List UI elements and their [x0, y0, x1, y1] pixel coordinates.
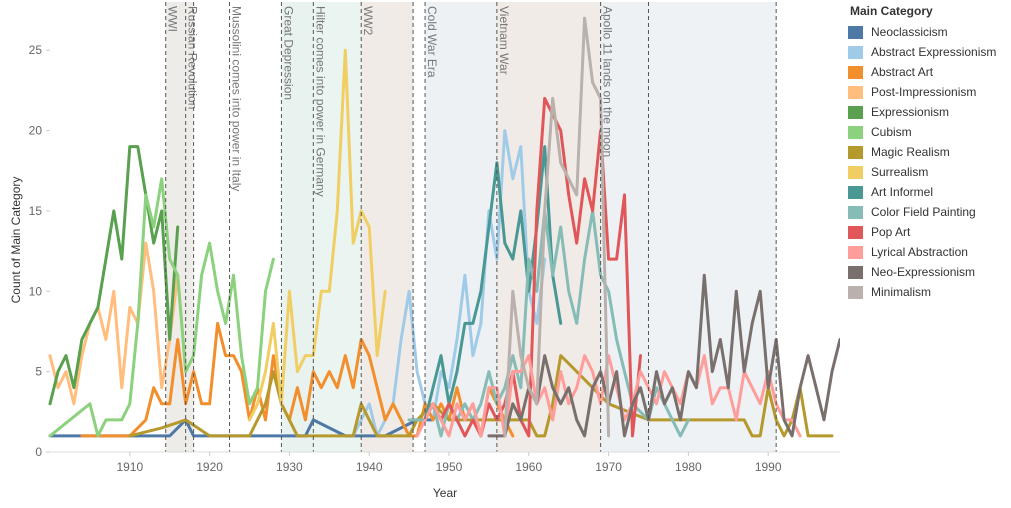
legend-item[interactable]: Abstract Art — [848, 62, 1008, 82]
legend-label: Abstract Expressionism — [871, 45, 997, 59]
legend-label: Color Field Painting — [871, 205, 976, 219]
legend-item[interactable]: Neoclassicism — [848, 22, 1008, 42]
legend-swatch — [848, 225, 863, 239]
x-tick-label: 1990 — [755, 460, 782, 474]
period-band — [648, 2, 777, 452]
period-band — [165, 2, 194, 452]
legend-label: Magic Realism — [871, 145, 950, 159]
series-line-expressionism — [48, 145, 180, 406]
x-axis-title: Year — [433, 486, 457, 500]
legend-item[interactable]: Minimalism — [848, 282, 1008, 302]
legend-swatch — [848, 145, 863, 159]
series-line-minimalism — [503, 16, 611, 438]
legend: Main Category Neoclassicism Abstract Expr… — [848, 4, 1008, 302]
series-line-neo-expressionism — [487, 273, 840, 438]
line-chart: WWI Russian Revolution Mussolini comes int… — [9, 2, 840, 500]
legend-item[interactable]: Post-Impressionism — [848, 82, 1008, 102]
x-tick-label: 1920 — [196, 460, 223, 474]
legend-swatch — [848, 165, 863, 179]
legend-item[interactable]: Lyrical Abstraction — [848, 242, 1008, 262]
event-markers: WWI Russian Revolution Mussolini comes int… — [165, 2, 777, 452]
legend-item[interactable]: Expressionism — [848, 102, 1008, 122]
legend-swatch — [848, 205, 863, 219]
legend-label: Art Informel — [871, 185, 934, 199]
legend-swatch — [848, 65, 863, 79]
y-tick-label: 25 — [29, 43, 43, 57]
legend-swatch — [848, 45, 863, 59]
legend-item[interactable]: Surrealism — [848, 162, 1008, 182]
series-line-lyrical-abstraction — [415, 354, 802, 438]
x-tick-label: 1960 — [515, 460, 542, 474]
legend-label: Neoclassicism — [871, 25, 948, 39]
legend-label: Cubism — [871, 125, 912, 139]
legend-item[interactable]: Abstract Expressionism — [848, 42, 1008, 62]
legend-swatch — [848, 245, 863, 259]
legend-label: Minimalism — [871, 285, 931, 299]
series-line-post-impressionism — [48, 241, 188, 406]
axes: 0 5 10 15 20 25 1910 1920 1930 1940 1950 1960 1970 19… — [29, 43, 840, 474]
legend-swatch — [848, 85, 863, 99]
event-label: WWI — [166, 6, 180, 32]
event-label: Great Depression — [281, 6, 295, 100]
legend-label: Expressionism — [871, 105, 950, 119]
x-tick-label: 1930 — [276, 460, 303, 474]
legend-swatch — [848, 105, 863, 119]
legend-item[interactable]: Art Informel — [848, 182, 1008, 202]
legend-label: Surrealism — [871, 165, 929, 179]
y-tick-label: 20 — [29, 124, 43, 138]
period-band — [281, 2, 314, 452]
legend-items: Neoclassicism Abstract Expressionism Abstr… — [848, 22, 1008, 302]
legend-item[interactable]: Magic Realism — [848, 142, 1008, 162]
x-tick-label: 1970 — [595, 460, 622, 474]
event-label: Mussolini comes into power in Italy — [230, 6, 244, 191]
event-label: Cold War Era — [425, 6, 439, 78]
legend-swatch — [848, 285, 863, 299]
y-tick-label: 10 — [29, 284, 43, 298]
legend-item[interactable]: Color Field Painting — [848, 202, 1008, 222]
event-label: Vietnam War — [497, 6, 511, 75]
series-line-pop-art — [423, 96, 642, 438]
y-tick-label: 0 — [35, 445, 42, 459]
event-label: Russian Revolution — [186, 6, 200, 109]
x-tick-label: 1910 — [116, 460, 143, 474]
legend-title: Main Category — [850, 4, 933, 18]
legend-swatch — [848, 25, 863, 39]
legend-label: Post-Impressionism — [871, 85, 977, 99]
event-label: WW2 — [361, 6, 375, 36]
x-tick-label: 1980 — [675, 460, 702, 474]
legend-item[interactable]: Neo-Expressionism — [848, 262, 1008, 282]
y-tick-label: 15 — [29, 204, 43, 218]
legend-label: Pop Art — [871, 225, 911, 239]
legend-item[interactable]: Cubism — [848, 122, 1008, 142]
y-axis-title: Count of Main Category — [9, 177, 23, 304]
x-tick-label: 1940 — [356, 460, 383, 474]
series-lines — [48, 16, 840, 438]
legend-swatch — [848, 185, 863, 199]
legend-swatch — [848, 125, 863, 139]
series-line-surrealism — [248, 48, 387, 422]
event-label: Apollo 11 lands on the moon — [601, 6, 615, 157]
legend-label: Lyrical Abstraction — [871, 245, 968, 259]
y-tick-label: 5 — [35, 365, 42, 379]
x-tick-label: 1950 — [436, 460, 463, 474]
legend-swatch — [848, 265, 863, 279]
legend-item[interactable]: Pop Art — [848, 222, 1008, 242]
legend-label: Abstract Art — [871, 65, 934, 79]
event-label: Hilter comes into power in Germany — [313, 6, 327, 197]
legend-label: Neo-Expressionism — [871, 265, 976, 279]
series-line-cubism — [48, 177, 275, 438]
